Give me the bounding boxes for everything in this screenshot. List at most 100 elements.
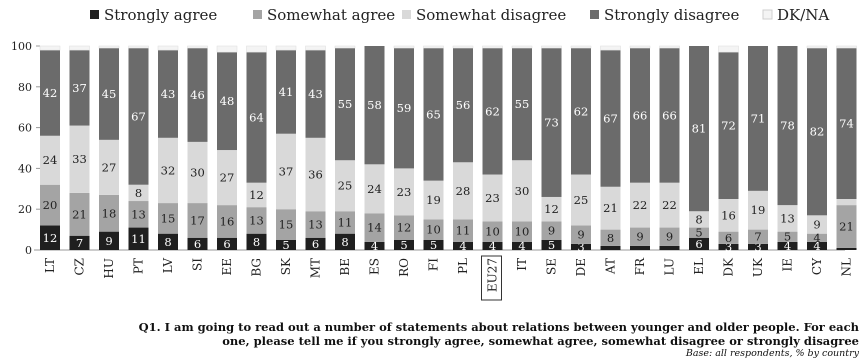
bar-segment [217,150,237,206]
bar-segment [511,45,533,49]
bar-segment [836,205,857,248]
base-note: Base: all respondents, % by country [685,348,859,359]
data-label: 15 [279,218,294,232]
bar-segment [423,48,444,181]
data-label: 11 [456,224,471,238]
bar-segment [777,241,798,250]
bar-segment [423,239,444,250]
bar-segment [40,184,60,226]
data-label: 8 [253,235,260,249]
data-label: 5 [400,238,407,252]
bar-segment [305,237,326,250]
bar-segment [777,231,798,242]
bar-segment [246,233,267,250]
data-label: 4 [813,231,820,245]
bar-segment [512,221,532,242]
data-label: 6 [223,237,230,251]
category-label: ES [368,258,382,275]
data-label: 41 [279,85,294,99]
bar-segment [748,190,768,230]
bar-segment [541,196,562,222]
bar-segment [187,203,208,238]
bar-segment [98,45,120,49]
data-label: 72 [721,119,736,133]
data-label: 12 [249,188,264,202]
category-label: PT [132,258,146,274]
bar-segment [453,48,473,163]
bar-segment [157,45,179,51]
bar-segment [128,48,149,185]
data-label: 13 [131,207,146,221]
bar-segment [335,211,355,234]
bar-segment [807,48,827,216]
legend-label-5: DK/NA [777,6,829,24]
bar-segment [40,50,60,136]
bar-segment [482,221,503,242]
data-label: 67 [131,109,146,123]
data-label: 27 [102,160,117,174]
bar-segment [571,48,591,175]
bar-segment [452,45,474,49]
category-label: AT [604,258,618,275]
bar-segment [541,221,562,240]
bar-segment [571,174,591,226]
data-label: 67 [603,111,618,125]
bar-segment [836,247,857,250]
chart-legend: Strongly agree Somewhat agree Somewhat dis… [90,6,829,24]
data-label: 24 [367,182,382,196]
data-label: 9 [636,230,643,244]
data-label: 28 [456,184,471,198]
bar-segment [836,45,857,49]
data-label: 9 [666,230,673,244]
bar-segment [630,182,650,228]
bar-segment [482,48,503,175]
bar-segment [718,45,739,53]
data-label: 18 [102,206,117,220]
data-label: 9 [577,228,584,242]
bar-segment [718,231,739,244]
category-label: HU [102,258,116,279]
category-label: CZ [73,258,87,276]
bar-segment [158,233,178,250]
bar-group: 1220244272133379182745111386781532436173… [39,45,857,254]
data-label: 20 [43,198,58,212]
data-label: 59 [397,101,412,115]
bar-segment [806,45,828,49]
data-label: 6 [695,237,702,251]
bar-segment [276,209,296,240]
bar-segment [807,215,827,234]
data-label: 33 [72,152,87,166]
bar-segment [600,229,621,246]
data-label: 66 [662,108,677,122]
bar-segment [482,241,503,250]
data-label: 4 [459,239,466,253]
bar-segment [40,135,60,185]
bar-segment [216,45,238,53]
y-tick-label: 20 [18,203,32,216]
bar-segment [482,174,503,222]
bar-segment [512,241,532,250]
bar-segment [305,45,326,51]
data-label: 58 [367,98,382,112]
bar-segment [334,45,356,49]
bar-segment [807,241,827,250]
bar-segment [629,45,651,49]
data-label: 5 [695,226,702,240]
data-label: 66 [633,108,648,122]
bar-segment [364,213,385,242]
category-label: PL [456,258,470,274]
data-label: 12 [544,202,559,216]
data-label: 55 [338,97,353,111]
bar-segment [394,48,414,169]
bar-segment [571,243,591,250]
data-label: 73 [544,116,559,130]
bar-segment [99,231,119,250]
bar-segment [335,48,355,161]
data-label: 16 [220,214,235,228]
bar-segment [423,45,444,49]
data-label: 9 [813,218,820,232]
data-label: 3 [754,240,761,254]
y-tick-label: 80 [18,81,32,94]
bar-segment [394,239,414,250]
category-label: BE [338,258,352,276]
